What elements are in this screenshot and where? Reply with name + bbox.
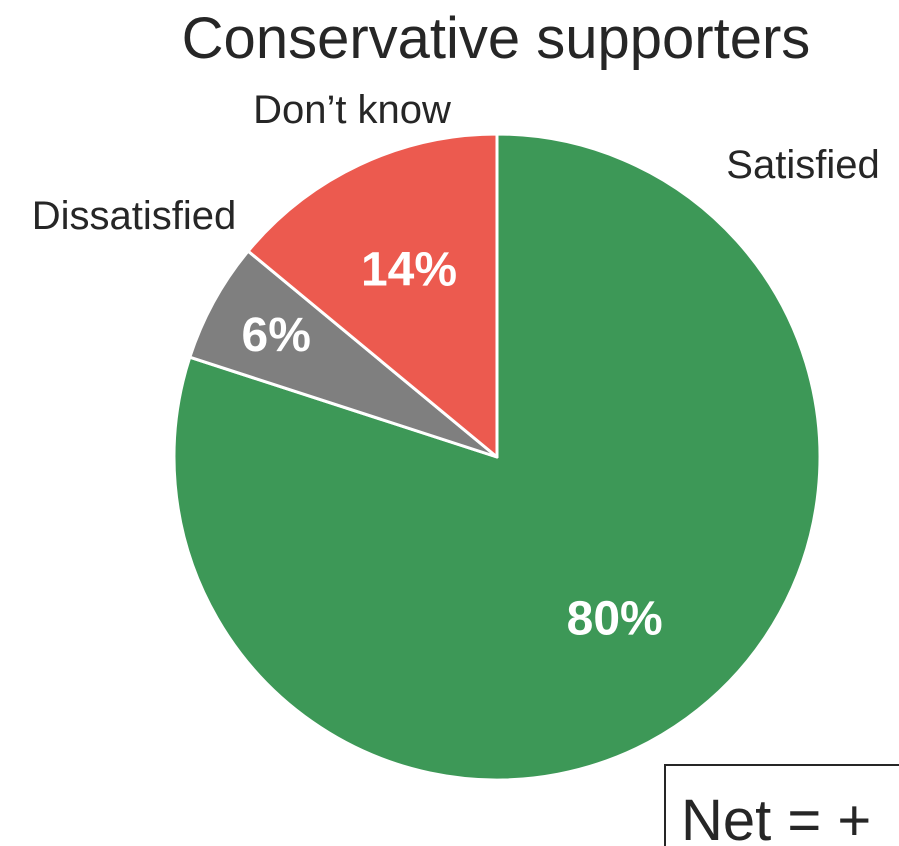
- net-annotation-text: Net = +: [681, 788, 871, 846]
- pie-category-label-satisfied: Satisfied: [726, 143, 879, 187]
- net-annotation-box: Net = +: [664, 764, 899, 846]
- chart-title: Conservative supporters: [182, 6, 811, 71]
- pie-value-labels: 80% 6% 14%: [242, 243, 663, 645]
- pie-value-label-satisfied: 80%: [567, 593, 663, 646]
- pie-value-label-don-t-know: 6%: [242, 309, 311, 362]
- pie-slice-dissatisfied: [246, 132, 499, 459]
- net-annotation-frame: [664, 764, 899, 846]
- pie-category-label-don-t-know: Don’t know: [253, 88, 451, 132]
- pie-value-label-dissatisfied: 14%: [361, 243, 457, 296]
- pie-slice-don-t-know: [188, 249, 499, 459]
- pie-category-labels: Satisfied Don’t know Dissatisfied: [32, 88, 880, 238]
- pie-slices: [172, 132, 822, 782]
- pie-category-label-dissatisfied: Dissatisfied: [32, 194, 237, 238]
